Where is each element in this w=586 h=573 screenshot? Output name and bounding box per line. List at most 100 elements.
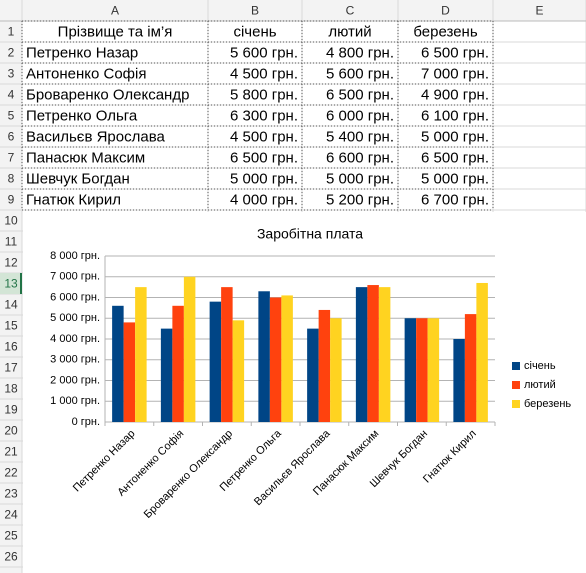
bar [183, 276, 196, 422]
bar [318, 309, 331, 422]
cell: 6 500 грн. [421, 149, 489, 166]
legend-swatch [512, 381, 520, 389]
cell: 5 000 грн. [326, 170, 394, 187]
cell: 5 000 грн. [421, 128, 489, 145]
cell: Гнатюк Кирил [26, 191, 121, 208]
bar [404, 318, 417, 422]
cell: 5 400 грн. [326, 128, 394, 145]
row-number: 19 [4, 403, 18, 417]
cell: 4 500 грн. [230, 128, 298, 145]
y-tick-label: 2 000 грн. [50, 374, 100, 386]
bar [330, 318, 342, 422]
bar [307, 328, 319, 422]
cell: Антоненко Софія [26, 65, 146, 82]
cell: Петренко Ольга [26, 107, 138, 124]
y-tick-label: 8 000 грн. [50, 250, 100, 262]
cell: Шевчук Богдан [26, 170, 130, 187]
chart-title: Заробітна плата [257, 226, 363, 242]
cell: Васильєв Ярослава [26, 128, 165, 145]
cell: 6 500 грн. [230, 149, 298, 166]
cell: 4 500 грн. [230, 65, 298, 82]
row-number: 6 [8, 130, 15, 144]
legend-label: лютий [524, 379, 556, 391]
column-letter: B [251, 4, 259, 18]
cell: Панасюк Максим [26, 149, 145, 166]
bar [123, 322, 136, 422]
cell: 5 600 грн. [230, 44, 298, 61]
cell: 5 600 грн. [326, 65, 394, 82]
bar [355, 287, 368, 422]
cell: січень [233, 23, 276, 40]
legend-swatch [512, 400, 520, 408]
cell: 4 000 грн. [230, 191, 298, 208]
y-tick-label: 7 000 грн. [50, 271, 100, 283]
bar [160, 328, 173, 422]
row-number: 24 [4, 508, 18, 522]
legend-swatch [512, 362, 520, 370]
row-number: 9 [8, 193, 15, 207]
bar [135, 287, 147, 422]
cell: лютий [328, 23, 371, 40]
cell: Петренко Назар [26, 44, 138, 61]
bar [172, 305, 184, 422]
row-number: 11 [5, 235, 18, 249]
y-tick-label: 1 000 грн. [50, 395, 100, 407]
row-number: 21 [4, 445, 18, 459]
row-number: 10 [4, 214, 18, 228]
column-letter: D [441, 4, 450, 18]
row-number: 23 [4, 487, 18, 501]
row-number: 8 [8, 172, 15, 186]
chart-area [23, 212, 586, 573]
y-tick-label: 0 грн. [72, 416, 100, 428]
bar [281, 295, 293, 422]
column-header-bar [0, 0, 586, 21]
cell: 6 500 грн. [421, 44, 489, 61]
y-tick-label: 6 000 грн. [50, 291, 100, 303]
y-tick-label: 4 000 грн. [50, 333, 100, 345]
column-letter: C [346, 4, 355, 18]
row-number: 20 [4, 424, 18, 438]
cell: 5 200 грн. [326, 191, 394, 208]
cell: 6 100 грн. [421, 107, 489, 124]
bar [269, 297, 282, 422]
row-number: 15 [4, 319, 18, 333]
bar [476, 282, 488, 422]
bar [416, 318, 428, 422]
row-number: 17 [4, 361, 18, 375]
row-number: 12 [4, 256, 18, 270]
bar [221, 287, 233, 422]
cell: 6 000 грн. [326, 107, 394, 124]
cell: 4 800 грн. [326, 44, 394, 61]
row-number: 13 [4, 277, 18, 291]
cell: Броваренко Олександр [26, 86, 189, 103]
row-number: 5 [8, 109, 15, 123]
row-number: 22 [4, 466, 18, 480]
column-letter: A [111, 4, 119, 18]
bar [453, 339, 465, 422]
cell: 5 000 грн. [421, 170, 489, 187]
row-number: 2 [8, 46, 15, 60]
row-number: 4 [8, 88, 15, 102]
bar [378, 287, 391, 422]
row-number: 14 [4, 298, 18, 312]
cell: 6 600 грн. [326, 149, 394, 166]
bar [367, 285, 379, 422]
cell: 7 000 грн. [421, 65, 489, 82]
row-number: 3 [8, 67, 15, 81]
row-number: 1 [8, 25, 15, 39]
cell: 6 300 грн. [230, 107, 298, 124]
cell: 5 800 грн. [230, 86, 298, 103]
row-number: 26 [4, 550, 18, 564]
row-number: 7 [8, 151, 15, 165]
bar [464, 314, 477, 422]
row-number: 16 [4, 340, 18, 354]
selected-row-header [0, 273, 22, 294]
y-tick-label: 5 000 грн. [50, 312, 100, 324]
bar [209, 301, 222, 422]
cell: 5 000 грн. [230, 170, 298, 187]
column-letter: E [535, 4, 543, 18]
bar [112, 305, 124, 422]
cell: березень [413, 23, 477, 40]
